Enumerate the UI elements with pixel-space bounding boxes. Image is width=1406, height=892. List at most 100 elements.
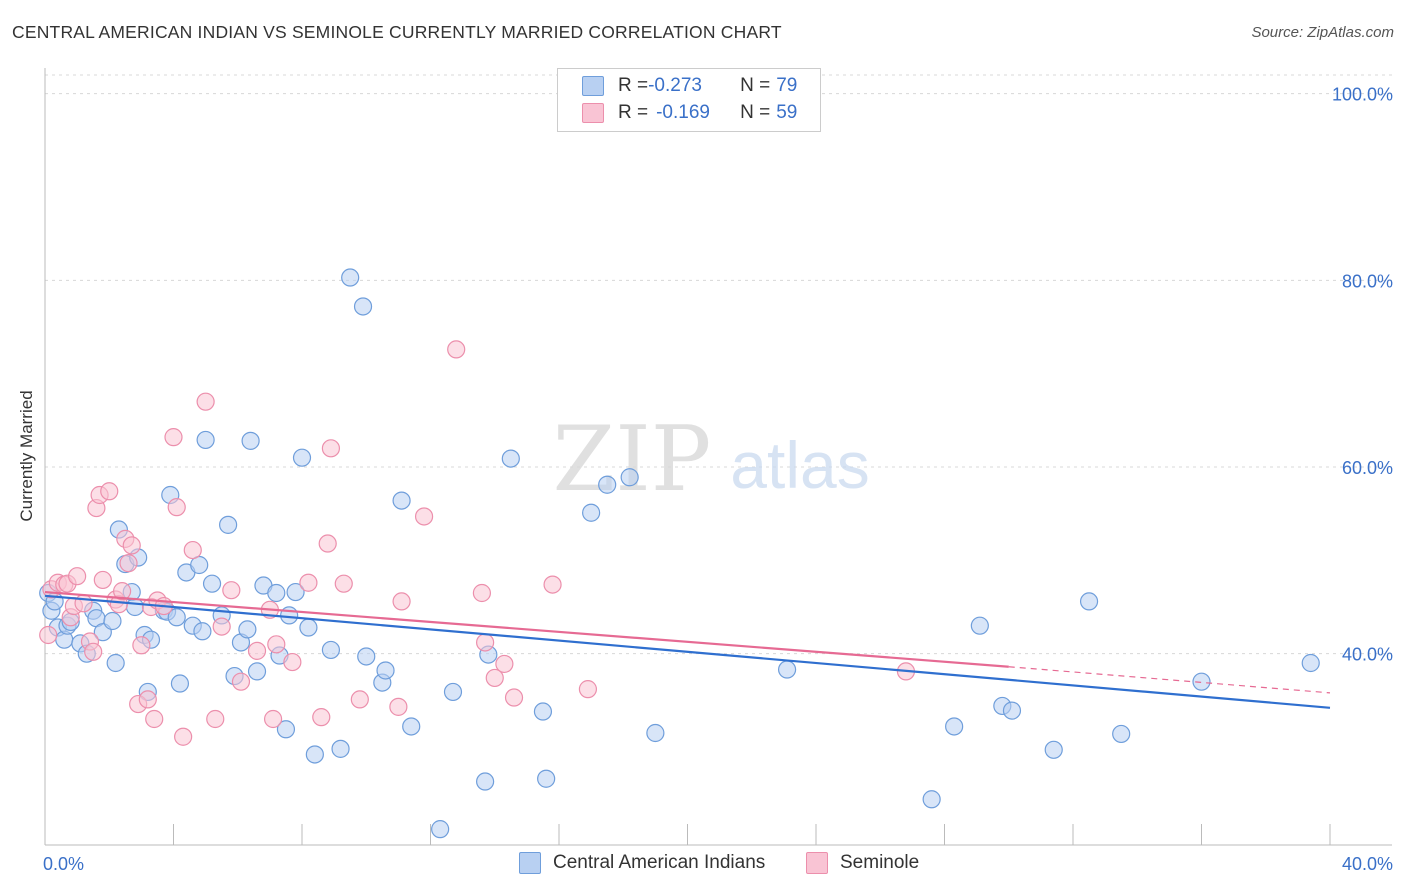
data-point	[106, 653, 125, 673]
data-point	[537, 769, 556, 788]
trend-line-central-american-indians	[44, 594, 1331, 709]
chart-title: CENTRAL AMERICAN INDIAN VS SEMINOLE CURR…	[12, 22, 782, 42]
data-point	[1044, 740, 1063, 759]
source-label: Source: ZipAtlas.com	[1251, 24, 1394, 41]
data-point	[238, 620, 257, 639]
data-point	[202, 574, 222, 593]
data-point	[392, 592, 411, 611]
r-value: -0.273	[648, 75, 702, 96]
data-point	[321, 640, 341, 660]
data-point	[312, 708, 331, 727]
r-label: R =	[618, 75, 649, 96]
r-value: -0.169	[656, 102, 710, 123]
data-point	[219, 515, 238, 534]
data-point	[389, 697, 408, 716]
series-legend: Central American Indians Seminole	[0, 852, 1406, 878]
data-point	[357, 647, 376, 666]
data-point	[414, 507, 434, 526]
watermark-zip: ZIP	[553, 407, 712, 512]
blue-swatch	[519, 852, 541, 874]
data-point	[196, 392, 215, 411]
data-point	[1002, 701, 1022, 720]
data-point	[183, 540, 202, 560]
data-point	[334, 574, 353, 593]
data-point	[376, 661, 395, 680]
tick-labels: 40.0% 60.0% 80.0% 100.0% 0.0% 40.0%	[43, 85, 1393, 874]
data-point	[103, 611, 122, 631]
data-point	[922, 790, 941, 809]
n-label: N =	[740, 75, 771, 96]
r-label: R =	[618, 102, 649, 123]
data-point	[138, 690, 157, 709]
n-label: N =	[740, 102, 771, 123]
legend-label: Seminole	[840, 852, 920, 873]
data-point	[495, 654, 514, 674]
watermark-atlas: atlas	[730, 428, 869, 502]
trend-lines	[44, 590, 1331, 709]
data-point	[402, 717, 421, 736]
data-point	[777, 660, 797, 679]
data-point	[620, 468, 639, 487]
data-point	[145, 709, 164, 729]
n-value: 79	[776, 75, 798, 96]
data-point	[164, 428, 183, 447]
y-tick-label: 80.0%	[1342, 271, 1393, 291]
data-point	[476, 633, 495, 652]
data-point	[321, 439, 341, 458]
data-point	[299, 618, 318, 637]
data-point	[431, 820, 450, 839]
data-point	[122, 536, 141, 555]
x-tick-label: 40.0%	[1342, 854, 1393, 874]
data-point	[350, 690, 369, 709]
data-point	[1192, 672, 1211, 691]
data-point	[276, 720, 296, 739]
data-point	[167, 498, 186, 517]
data-point	[100, 482, 119, 501]
legend-item-central-american-indians[interactable]: Central American Indians	[519, 852, 765, 874]
data-point	[193, 622, 212, 641]
data-point	[125, 597, 145, 617]
data-point	[318, 534, 337, 553]
data-point	[212, 617, 231, 636]
data-point	[283, 652, 302, 672]
data-point	[504, 688, 524, 707]
data-point	[485, 668, 504, 688]
data-point	[1112, 724, 1131, 744]
data-point	[39, 625, 58, 645]
data-point	[247, 641, 267, 660]
data-point	[501, 449, 520, 468]
x-tick-label: 0.0%	[43, 854, 84, 874]
legend-item-seminole[interactable]: Seminole	[806, 852, 919, 874]
grid-lines	[45, 74, 1392, 655]
data-point	[196, 430, 215, 450]
data-point	[970, 616, 989, 635]
data-point	[286, 582, 305, 602]
series-seminole	[39, 340, 916, 746]
data-point	[476, 772, 495, 791]
data-point	[299, 573, 318, 592]
data-point	[443, 682, 463, 702]
watermark: ZIP atlas	[553, 407, 870, 512]
y-tick-label: 60.0%	[1342, 458, 1393, 478]
correlation-legend: R = -0.273 N = 79 R = -0.169 N = 59	[557, 68, 821, 132]
data-point	[331, 739, 350, 758]
data-point	[945, 717, 964, 736]
data-point	[543, 575, 562, 594]
data-point	[222, 581, 241, 600]
data-point	[231, 672, 251, 691]
data-point	[170, 674, 190, 693]
data-point	[292, 448, 312, 467]
legend-label: Central American Indians	[553, 852, 766, 873]
y-axis-label: Currently Married	[17, 390, 36, 522]
data-point	[305, 745, 324, 764]
pink-swatch	[582, 103, 604, 123]
data-point	[582, 503, 601, 522]
data-point	[247, 662, 267, 681]
n-value: 59	[776, 102, 798, 123]
data-point	[533, 702, 553, 721]
data-point	[263, 709, 283, 729]
pink-swatch	[806, 852, 828, 874]
data-point	[353, 297, 373, 316]
legend-row-blue: R = -0.273 N = 79	[582, 73, 797, 99]
data-point	[341, 268, 360, 287]
